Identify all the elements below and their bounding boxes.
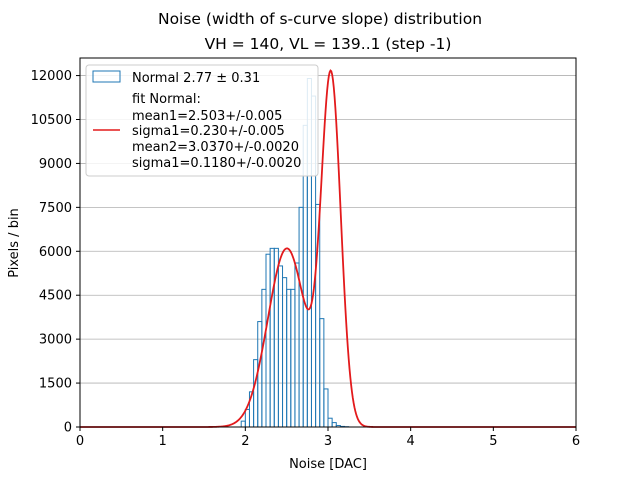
x-tick-label: 3	[324, 434, 332, 449]
y-tick-label: 9000	[39, 157, 72, 172]
legend-histogram-label: Normal 2.77 ± 0.31	[132, 71, 260, 86]
y-tick-label: 4500	[39, 289, 72, 304]
y-tick-label: 1500	[39, 377, 72, 392]
y-tick-label: 7500	[39, 201, 72, 216]
legend-frame	[85, 64, 319, 177]
tick-labels: 0 1 2 3 4 5 6 0 1500 3000 4500 6000 7500 9000 10500 120…	[31, 69, 581, 449]
y-tick-label: 6000	[39, 245, 72, 260]
chart-title: Noise (width of s-curve slope) distribut…	[158, 10, 482, 28]
axes	[76, 57, 577, 431]
y-axis-label: Pixels / bin	[7, 208, 22, 278]
legend-fit-param-4: sigma1=0.1180+/-0.0020	[132, 156, 301, 171]
legend-fit-param-3: mean2=3.0370+/-0.0020	[132, 140, 299, 155]
x-tick-label: 1	[159, 434, 167, 449]
chart-subtitle: VH = 140, VL = 139..1 (step -1)	[205, 35, 452, 53]
x-axis-label: Noise [DAC]	[289, 457, 367, 472]
y-tick-label: 12000	[31, 69, 72, 84]
x-tick-label: 6	[572, 434, 580, 449]
legend-fit-label: fit Normal:	[132, 92, 201, 107]
legend-fit-param-1: mean1=2.503+/-0.005	[132, 109, 282, 124]
y-tick-label: 0	[64, 421, 72, 436]
legend-fit-param-2: sigma1=0.230+/-0.005	[132, 124, 285, 139]
legend-histogram-swatch	[92, 70, 121, 83]
legend: Normal 2.77 ± 0.31 fit Normal: mean1=2.5…	[85, 64, 319, 177]
y-tick-label: 3000	[39, 333, 72, 348]
x-tick-label: 5	[489, 434, 497, 449]
x-tick-label: 2	[241, 434, 249, 449]
x-tick-label: 0	[76, 434, 84, 449]
x-tick-label: 4	[407, 434, 415, 449]
y-tick-label: 10500	[31, 113, 72, 128]
